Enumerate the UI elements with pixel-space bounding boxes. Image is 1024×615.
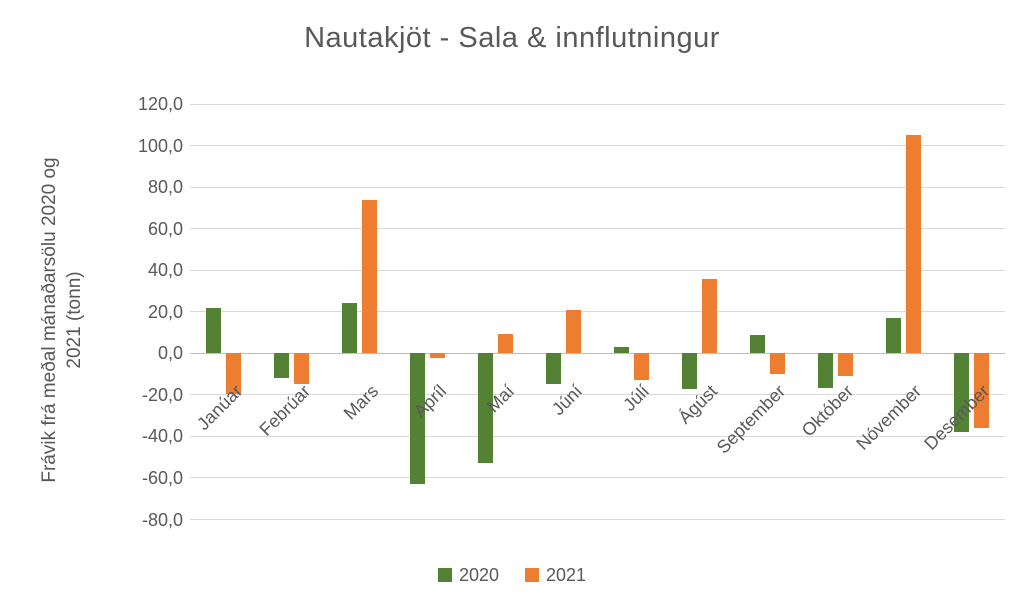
gridline	[190, 311, 1005, 313]
legend: 2020 2021	[0, 564, 1024, 586]
y-axis-title-line2: 2021 (tonn)	[64, 271, 85, 369]
gridline	[190, 394, 1005, 396]
bar-2021-Júní	[566, 309, 582, 354]
legend-swatch-2020	[437, 568, 452, 582]
y-axis-title-line1: Frávik frá meðal mánaðarsölu 2020 og	[39, 157, 60, 483]
bar-2021-Október	[837, 353, 853, 377]
legend-label-2020: 2020	[458, 564, 499, 585]
x-category-label: Janúar	[193, 381, 247, 435]
chart-title: Nautakjöt - Sala & innflutningur	[304, 22, 720, 54]
y-tick-label: -80,0	[141, 509, 183, 530]
bar-2020-Júní	[546, 353, 562, 385]
y-tick-label: 40,0	[147, 260, 183, 281]
x-category-label: September	[713, 381, 790, 458]
gridline	[190, 186, 1005, 188]
bar-2020-Janúar	[206, 307, 222, 354]
y-tick-label: 80,0	[147, 177, 183, 198]
bar-2021-Febrúar	[294, 353, 310, 385]
gridline	[190, 477, 1005, 479]
y-tick-label: 20,0	[147, 301, 183, 322]
x-category-label: Júlí	[619, 381, 654, 415]
zero-axis-line	[190, 352, 1005, 354]
y-tick-label: -20,0	[141, 384, 183, 405]
y-tick-label: -40,0	[141, 426, 183, 447]
y-tick-label: 100,0	[137, 135, 183, 156]
x-category-label: Október	[797, 381, 858, 441]
gridline	[190, 269, 1005, 271]
bar-2020-Apríl	[410, 353, 426, 485]
legend-swatch-2021	[525, 568, 539, 582]
y-tick-label: 60,0	[147, 218, 183, 239]
bar-2021-Mars	[362, 199, 378, 354]
x-category-label: Nóvember	[852, 381, 926, 454]
y-axis-title: Frávik frá meðal mánaðarsölu 2020 og 202…	[37, 80, 89, 560]
legend-item-2021: 2021	[525, 565, 586, 586]
bar-2021-Júlí	[633, 353, 649, 381]
gridline	[190, 103, 1005, 105]
bar-2020-Febrúar	[274, 353, 290, 379]
bar-2021-September	[769, 353, 785, 375]
y-tick-label: 120,0	[137, 94, 183, 114]
bar-2020-Ágúst	[681, 353, 697, 389]
bar-2020-Júlí	[613, 347, 629, 354]
bar-2021-Maí	[498, 333, 514, 354]
y-tick-label: 0,0	[157, 343, 183, 364]
y-tick-label: -60,0	[141, 467, 183, 488]
legend-label-2021: 2021	[546, 564, 587, 585]
bar-2020-Desember	[953, 353, 969, 433]
x-category-label: Júní	[547, 381, 586, 420]
bar-2020-September	[749, 334, 765, 354]
legend-item-2020: 2020	[437, 564, 499, 586]
bar-2021-Janúar	[226, 353, 242, 394]
bar-2021-Nóvember	[905, 135, 921, 354]
x-category-label: Febrúar	[255, 381, 315, 440]
bar-2020-Maí	[478, 353, 494, 464]
bar-2020-Október	[817, 353, 833, 388]
gridline	[190, 435, 1005, 437]
gridline	[190, 228, 1005, 230]
gridline	[190, 519, 1005, 520]
bar-2021-Apríl	[430, 353, 446, 359]
bar-2020-Mars	[342, 303, 358, 354]
bar-2020-Nóvember	[885, 317, 901, 354]
gridline	[190, 145, 1005, 147]
x-category-label: Mars	[339, 381, 382, 424]
bar-2021-Desember	[973, 353, 989, 429]
bar-2021-Ágúst	[701, 278, 717, 354]
